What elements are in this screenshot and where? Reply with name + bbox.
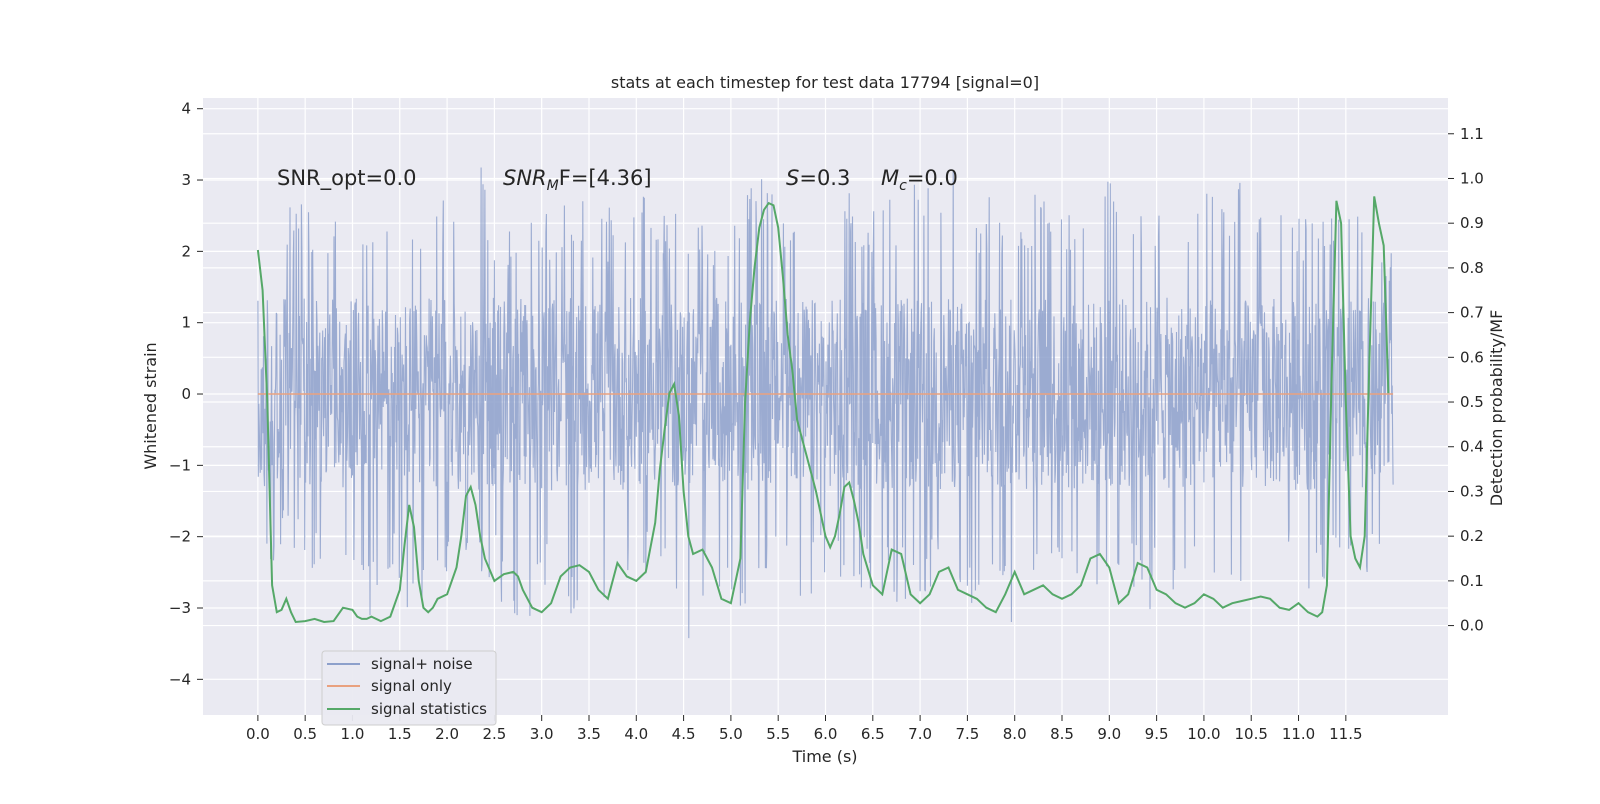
y-left-tick-label: 0	[181, 385, 191, 403]
annotation-mc: Mc=0.0	[881, 166, 958, 194]
y-right-tick-label: 0.9	[1460, 214, 1484, 232]
y-axis-label-right: Detection probability/MF	[1487, 310, 1506, 507]
y-left-tick-label: 4	[181, 100, 191, 118]
x-tick-label: 4.0	[624, 725, 648, 743]
x-tick-label: 2.0	[435, 725, 459, 743]
chart-title: stats at each timestep for test data 177…	[611, 73, 1039, 92]
x-tick-label: 2.5	[482, 725, 506, 743]
y-left-tick-label: −2	[169, 528, 191, 546]
series-layer	[256, 167, 1394, 639]
y-right-tick-label: 0.4	[1460, 438, 1484, 456]
legend-box	[321, 650, 497, 726]
x-tick-label: 9.5	[1145, 725, 1169, 743]
y-right-tick-label: 0.6	[1460, 348, 1484, 366]
legend-label-signal-statistics: signal statistics	[371, 700, 487, 718]
legend-label-signal-noise: signal+ noise	[371, 655, 473, 673]
y-right-tick-label: 0.7	[1460, 304, 1484, 322]
x-tick-label: 4.5	[672, 725, 696, 743]
y-right-tick-label: 0.8	[1460, 259, 1484, 277]
x-tick-label: 8.0	[1003, 725, 1027, 743]
y-left-tick-label: 1	[181, 314, 191, 332]
x-tick-label: 3.5	[577, 725, 601, 743]
legend-label-signal-only: signal only	[371, 677, 452, 695]
x-tick-label: 0.5	[293, 725, 317, 743]
y-right-tick-label: 0.5	[1460, 393, 1484, 411]
y-left-tick-label: 3	[181, 171, 191, 189]
x-tick-label: 11.0	[1282, 725, 1315, 743]
annotation-s: S=0.3	[786, 166, 850, 190]
x-tick-label: 10.5	[1235, 725, 1268, 743]
x-tick-label: 8.5	[1050, 725, 1074, 743]
x-tick-label: 11.5	[1329, 725, 1362, 743]
y-right-tick-label: 0.1	[1460, 572, 1484, 590]
x-tick-label: 6.0	[814, 725, 838, 743]
y-axis-label-left: Whitened strain	[141, 342, 160, 469]
series-signal-noise-line	[257, 167, 1394, 639]
x-tick-label: 3.0	[530, 725, 554, 743]
x-tick-label: 5.5	[766, 725, 790, 743]
x-tick-label: 5.0	[719, 725, 743, 743]
y-left-tick-label: −3	[169, 599, 191, 617]
x-tick-label: 1.0	[341, 725, 365, 743]
x-tick-label: 1.5	[388, 725, 412, 743]
annotation-snr-opt: SNR_opt=0.0	[277, 166, 417, 191]
x-tick-label: 7.0	[908, 725, 932, 743]
x-tick-label: 0.0	[246, 725, 270, 743]
x-axis-label: Time (s)	[791, 747, 857, 766]
series-signal-statistics-line	[256, 196, 1390, 624]
annotation-snr-mf: SNRMF=[4.36]	[503, 166, 652, 194]
x-tick-label: 9.0	[1097, 725, 1121, 743]
legend: signal+ noise signal only signal statist…	[321, 650, 497, 726]
x-tick-label: 10.0	[1187, 725, 1220, 743]
y-right-tick-label: 1.0	[1460, 169, 1484, 187]
annotations: SNR_opt=0.0 SNRMF=[4.36] S=0.3 Mc=0.0	[277, 166, 958, 194]
ticks-layer: 0.0 0.5 1.0 1.5 2.0 2.5 3.0 3.5 4.0 4.5 5.0 5.5 6.0 6…	[169, 100, 1484, 743]
y-right-tick-label: 0.0	[1460, 617, 1484, 635]
y-right-tick-label: 0.3	[1460, 482, 1484, 500]
y-left-tick-label: 2	[181, 242, 191, 260]
y-right-tick-label: 0.2	[1460, 527, 1484, 545]
x-tick-label: 7.5	[955, 725, 979, 743]
y-left-tick-label: −1	[169, 456, 191, 474]
y-right-tick-label: 1.1	[1460, 125, 1484, 143]
y-left-tick-label: −4	[169, 670, 191, 688]
x-tick-label: 6.5	[861, 725, 885, 743]
